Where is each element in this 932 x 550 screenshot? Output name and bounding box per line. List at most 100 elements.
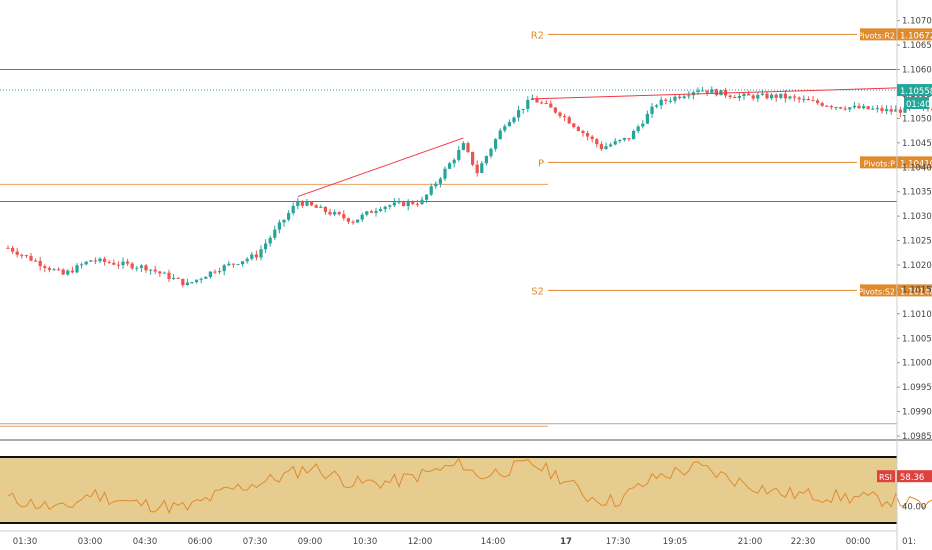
price-tick-label: 1.10250: [902, 237, 932, 247]
price-axis[interactable]: 1.10672 1.10410 1.10148 1.10700 1.10650 1.106…: [896, 0, 932, 550]
rsi-value-label: 58.36: [900, 473, 924, 483]
candle: [889, 109, 893, 112]
candle: [930, 108, 932, 111]
candle: [838, 107, 843, 109]
candle: [208, 271, 213, 277]
candle: [489, 148, 493, 157]
trend-line[interactable]: [297, 137, 464, 198]
candle: [102, 258, 107, 262]
candle: [309, 201, 314, 206]
price-tick-label: 1.09950: [902, 383, 932, 393]
candle: [562, 116, 567, 118]
candle: [843, 108, 847, 110]
candle: [268, 237, 272, 244]
candle: [176, 277, 180, 279]
rsi-name-bg: [877, 470, 895, 483]
candle: [227, 263, 231, 266]
countdown-badge: [904, 97, 929, 110]
candle: [507, 122, 512, 127]
candle: [116, 264, 121, 266]
candle: [875, 108, 880, 110]
time-tick-label: 07:30: [243, 537, 268, 547]
candle: [365, 211, 369, 215]
candle: [89, 260, 93, 262]
candle: [296, 201, 300, 206]
candle: [567, 117, 571, 124]
candle: [443, 168, 447, 179]
candle: [337, 212, 341, 215]
candle: [259, 249, 263, 258]
candle: [181, 278, 185, 286]
candle: [687, 95, 691, 97]
candle: [250, 254, 254, 259]
candle: [24, 255, 29, 257]
price-pane[interactable]: R2 Pivots:R2 P Pivots:P S2 Pivots:S2: [0, 0, 932, 441]
candle: [553, 107, 558, 113]
candle: [56, 269, 61, 271]
candle: [263, 243, 268, 250]
candle: [825, 105, 829, 107]
candle: [305, 201, 309, 206]
candle: [733, 97, 737, 99]
pivot-tag-bg: [860, 284, 897, 297]
pivot-tag-label: Pivots:R2: [858, 31, 895, 40]
candle: [475, 164, 479, 174]
candle: [346, 218, 351, 222]
candle: [599, 144, 604, 150]
candle: [185, 282, 190, 286]
candle: [815, 100, 820, 104]
candle: [783, 93, 788, 99]
time-tick-label: 00:00: [846, 537, 871, 547]
candle: [737, 96, 742, 98]
candle: [130, 263, 134, 269]
candle: [613, 141, 617, 145]
candle: [424, 194, 429, 200]
candle: [20, 254, 24, 256]
candle: [705, 90, 709, 93]
price-tick-label: 1.10100: [902, 310, 932, 320]
candle: [756, 94, 760, 99]
candle: [903, 107, 907, 113]
candle: [236, 264, 240, 266]
candle: [66, 270, 70, 275]
candle: [608, 144, 613, 147]
candle: [447, 163, 452, 169]
candle: [107, 261, 111, 263]
candle: [79, 264, 84, 266]
price-tick-label: 1.10450: [902, 139, 932, 149]
candle: [420, 199, 424, 204]
price-tick-label: 1.10300: [902, 212, 932, 222]
candle: [866, 106, 870, 110]
trend-line[interactable]: [532, 84, 932, 100]
candle: [521, 108, 525, 111]
candle: [342, 214, 346, 219]
candle: [535, 98, 539, 103]
candle: [438, 178, 443, 184]
candle: [484, 156, 489, 164]
candle: [811, 100, 815, 102]
candle: [254, 254, 259, 258]
candle: [861, 106, 866, 109]
time-axis[interactable]: 01:30 03:00 04:30 06:00 07:30 09:00 10:30 12:00…: [0, 530, 916, 547]
candle: [636, 126, 640, 131]
time-tick-label: 04:30: [133, 537, 158, 547]
candle: [622, 138, 627, 140]
candle: [834, 107, 838, 109]
candle: [273, 229, 277, 238]
time-tick-label: 17:30: [606, 537, 631, 547]
candle: [641, 123, 645, 127]
candle: [429, 186, 433, 195]
candle: [627, 138, 631, 140]
candle: [397, 201, 401, 203]
candle: [682, 96, 686, 98]
rsi-value-badge: [897, 470, 932, 483]
time-tick-label: 19:05: [663, 537, 688, 547]
time-tick-label: 03:00: [78, 537, 103, 547]
candle: [516, 110, 521, 118]
candle: [650, 106, 654, 114]
candle: [231, 263, 236, 265]
time-tick-label: 01:: [902, 537, 916, 547]
candle: [355, 219, 360, 223]
rsi-pane[interactable]: RSI: [0, 456, 932, 524]
candle: [351, 221, 355, 223]
